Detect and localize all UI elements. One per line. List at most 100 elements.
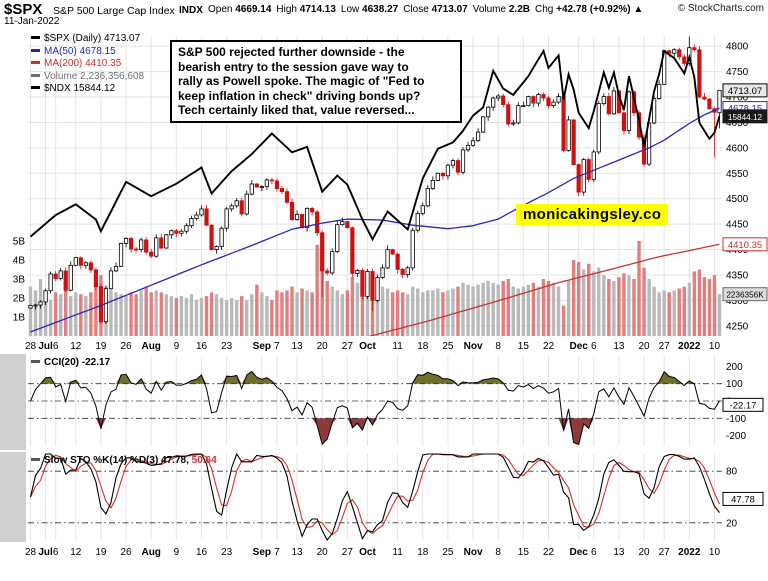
svg-text:Jul: Jul	[38, 341, 53, 352]
svg-text:100: 100	[726, 379, 743, 390]
svg-text:4650: 4650	[726, 118, 749, 129]
svg-text:18: 18	[417, 547, 429, 558]
svg-text:10: 10	[709, 341, 721, 352]
svg-text:16: 16	[196, 547, 208, 558]
chart-date: 11-Jan-2022	[4, 16, 60, 27]
svg-text:4750: 4750	[726, 67, 749, 78]
svg-text:20: 20	[317, 547, 329, 558]
svg-text:Sep: Sep	[253, 341, 271, 352]
watermark: monicakingsley.co	[516, 204, 669, 225]
svg-text:4500: 4500	[726, 194, 749, 205]
quote-chg: Chg +42.78 (+0.92%) ▲	[534, 4, 644, 15]
svg-text:22: 22	[543, 341, 555, 352]
svg-text:4450: 4450	[726, 220, 749, 231]
main-legend: $SPX (Daily) 4713.07 MA(50) 4678.15 MA(200…	[31, 33, 144, 96]
sto-d-label: 50.64	[191, 455, 217, 466]
legend-row-label: MA(200) 4410.35	[44, 58, 122, 69]
bottom-date-axis: 28 Jul 6 12 19 26 Aug 9 16 23 Sep 7 13 20 27 Oct 11 18 25 N…	[25, 547, 721, 558]
svg-text:4713.07: 4713.07	[728, 86, 762, 97]
svg-text:6: 6	[591, 547, 597, 558]
legend-row-label: MA(50) 4678.15	[44, 45, 116, 57]
svg-text:23: 23	[221, 547, 233, 558]
svg-text:23: 23	[221, 341, 233, 352]
svg-text:9: 9	[174, 341, 180, 352]
svg-text:Sep: Sep	[253, 547, 271, 558]
svg-text:26: 26	[121, 547, 133, 558]
legend-row: $NDX 15844.12	[31, 83, 144, 96]
svg-text:-22.17: -22.17	[730, 400, 757, 411]
svg-text:6: 6	[53, 547, 59, 558]
svg-text:13: 13	[613, 341, 625, 352]
quote-low: Low 4638.27	[340, 4, 399, 15]
chart-header: $SPX S&P 500 Large Cap Index INDX Open 4…	[0, 0, 768, 28]
cci-oversold-fill	[30, 418, 720, 445]
legend-row: MA(50) 4678.15	[31, 46, 144, 59]
svg-text:3B: 3B	[13, 275, 26, 286]
svg-text:4700: 4700	[726, 93, 749, 104]
legend-row: MA(200) 4410.35	[31, 58, 144, 71]
svg-text:20: 20	[638, 341, 650, 352]
svg-text:4300: 4300	[726, 296, 749, 307]
legend-swatch-icon	[31, 61, 40, 64]
svg-text:4B: 4B	[13, 256, 26, 267]
svg-text:-200: -200	[726, 431, 746, 442]
quote-line: Open 4669.14 High 4714.13 Low 4638.27 Close…	[208, 4, 648, 15]
annotation-line: Tech certainly liked that, value reverse…	[178, 103, 415, 118]
quote-open: Open 4669.14	[208, 4, 272, 15]
annotation-box: S&P 500 rejected further downside - the b…	[170, 40, 462, 123]
svg-text:8: 8	[495, 547, 501, 558]
cci-panel: 2001000-100-200-22.17	[0, 354, 764, 450]
svg-text:11: 11	[392, 341, 403, 352]
cci-line-icon	[31, 360, 40, 363]
svg-text:4678.15: 4678.15	[728, 104, 762, 115]
svg-text:6: 6	[53, 341, 59, 352]
svg-text:27: 27	[342, 547, 354, 558]
svg-text:Dec: Dec	[569, 341, 588, 352]
svg-text:4250: 4250	[726, 321, 749, 332]
svg-text:20: 20	[638, 547, 650, 558]
svg-text:28: 28	[25, 341, 37, 352]
sto-k-line	[29, 452, 720, 542]
legend-swatch-icon	[31, 48, 40, 52]
svg-text:12: 12	[70, 547, 82, 558]
annotation-line: S&P 500 rejected further downside - the	[178, 45, 405, 59]
svg-text:Jul: Jul	[38, 547, 53, 558]
svg-text:28: 28	[25, 547, 37, 558]
svg-text:27: 27	[659, 547, 671, 558]
svg-text:13: 13	[613, 547, 625, 558]
sto-k-label: Slow STO %K(14) %D(3) 47.78,	[44, 455, 189, 466]
sto-d-line	[30, 453, 721, 536]
date-axis-labels: 28 Jul 6 12 19 26 Aug 9 16 23 Sep 7 13 20 27 Oct 11 18 25 N…	[25, 341, 721, 352]
annotation-line: bearish entry to the session gave way to	[178, 59, 409, 74]
svg-text:4600: 4600	[726, 143, 749, 154]
svg-text:4800: 4800	[726, 42, 749, 53]
stochastic-panel: 80 20 47.78	[0, 452, 764, 542]
svg-text:16: 16	[196, 341, 208, 352]
svg-text:19: 19	[95, 341, 107, 352]
svg-text:Nov: Nov	[464, 341, 483, 352]
exchange-label: INDX	[179, 5, 203, 16]
cci-overbought-fill	[30, 371, 720, 384]
svg-text:9: 9	[174, 547, 180, 558]
svg-text:8: 8	[495, 341, 501, 352]
svg-text:10: 10	[709, 547, 721, 558]
svg-text:25: 25	[442, 341, 454, 352]
legend-swatch-icon	[31, 86, 40, 89]
legend-row-label: $NDX 15844.12	[44, 83, 116, 94]
svg-text:26: 26	[121, 341, 133, 352]
svg-text:1B: 1B	[13, 313, 26, 324]
svg-text:13: 13	[291, 547, 303, 558]
svg-text:6: 6	[591, 341, 597, 352]
svg-text:5B: 5B	[13, 237, 26, 248]
svg-text:47.78: 47.78	[731, 494, 755, 505]
svg-text:20: 20	[726, 518, 738, 529]
ndx-line	[29, 48, 721, 242]
svg-text:Aug: Aug	[141, 341, 160, 352]
ma200-line	[368, 243, 720, 336]
legend-row: Volume 2,236,356,608	[31, 71, 144, 84]
svg-text:7: 7	[274, 341, 280, 352]
svg-text:Dec: Dec	[569, 547, 588, 558]
symbol: $SPX	[4, 1, 43, 18]
